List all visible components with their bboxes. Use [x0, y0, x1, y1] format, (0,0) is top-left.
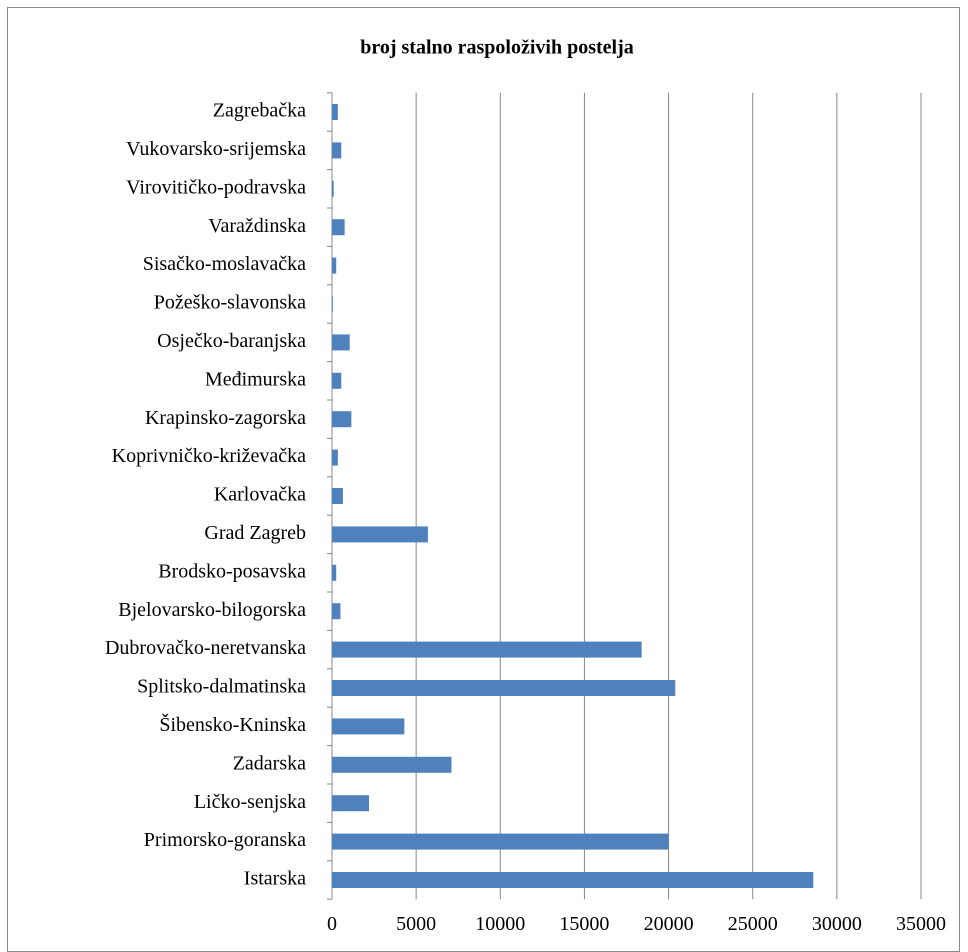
- y-tick-label: Istarska: [244, 868, 306, 890]
- x-tick-label: 25000: [728, 913, 778, 935]
- bar: [332, 526, 428, 543]
- x-tick-label: 30000: [812, 913, 862, 935]
- y-tick-label: Virovitičko-podravska: [126, 176, 306, 198]
- y-tick-label: Šibensko-Kninska: [159, 712, 306, 736]
- bar: [332, 372, 342, 389]
- x-tick-label: 10000: [475, 913, 525, 935]
- bar: [332, 104, 338, 120]
- y-tick-label: Bjelovarsko-bilogorska: [118, 599, 306, 621]
- bar: [332, 680, 676, 696]
- y-tick-label: Primorsko-goranska: [144, 829, 306, 851]
- bar: [332, 180, 334, 197]
- y-tick-label: Grad Zagreb: [204, 522, 306, 544]
- bar: [332, 795, 370, 812]
- bar: [332, 872, 814, 888]
- bar: [332, 449, 338, 466]
- bar: [332, 833, 669, 850]
- y-tick-label: Brodsko-posavska: [158, 560, 306, 582]
- y-tick-label: Zadarska: [233, 752, 306, 774]
- x-tick-label: 20000: [644, 913, 694, 935]
- bar: [332, 142, 342, 159]
- y-tick-label: Zagrebačka: [213, 100, 306, 122]
- bar: [332, 718, 405, 735]
- x-tick-label: 5000: [396, 913, 436, 935]
- x-tick-label: 0: [327, 913, 337, 935]
- y-tick-label: Vukovarsko-srijemska: [126, 138, 306, 160]
- bar: [332, 488, 343, 504]
- y-tick-label: Karlovačka: [214, 484, 306, 506]
- y-tick-label: Sisačko-moslavačka: [143, 253, 306, 275]
- x-tick-label: 35000: [896, 913, 946, 935]
- chart-title: broj stalno raspoloživih postelja: [360, 37, 634, 59]
- bar: [332, 564, 337, 581]
- bar: [332, 603, 341, 620]
- bar: [332, 296, 333, 312]
- bar: [332, 641, 642, 658]
- y-tick-label: Krapinsko-zagorska: [145, 407, 306, 429]
- y-tick-label: Varaždinska: [208, 215, 306, 237]
- bar: [332, 411, 352, 428]
- chart-border: [7, 7, 960, 952]
- x-tick-label: 15000: [559, 913, 609, 935]
- bar: [332, 219, 345, 236]
- y-tick-label: Požeško-slavonska: [154, 292, 306, 314]
- bar: [332, 756, 452, 773]
- y-tick-label: Splitsko-dalmatinska: [137, 676, 306, 698]
- y-tick-label: Koprivničko-križevačka: [112, 445, 306, 467]
- y-tick-label: Međimurska: [205, 368, 306, 390]
- bar: [332, 334, 350, 351]
- y-tick-label: Dubrovačko-neretvanska: [105, 637, 306, 659]
- y-tick-label: Ličko-senjska: [194, 791, 306, 813]
- bar: [332, 257, 337, 274]
- y-tick-label: Osječko-baranjska: [157, 330, 306, 352]
